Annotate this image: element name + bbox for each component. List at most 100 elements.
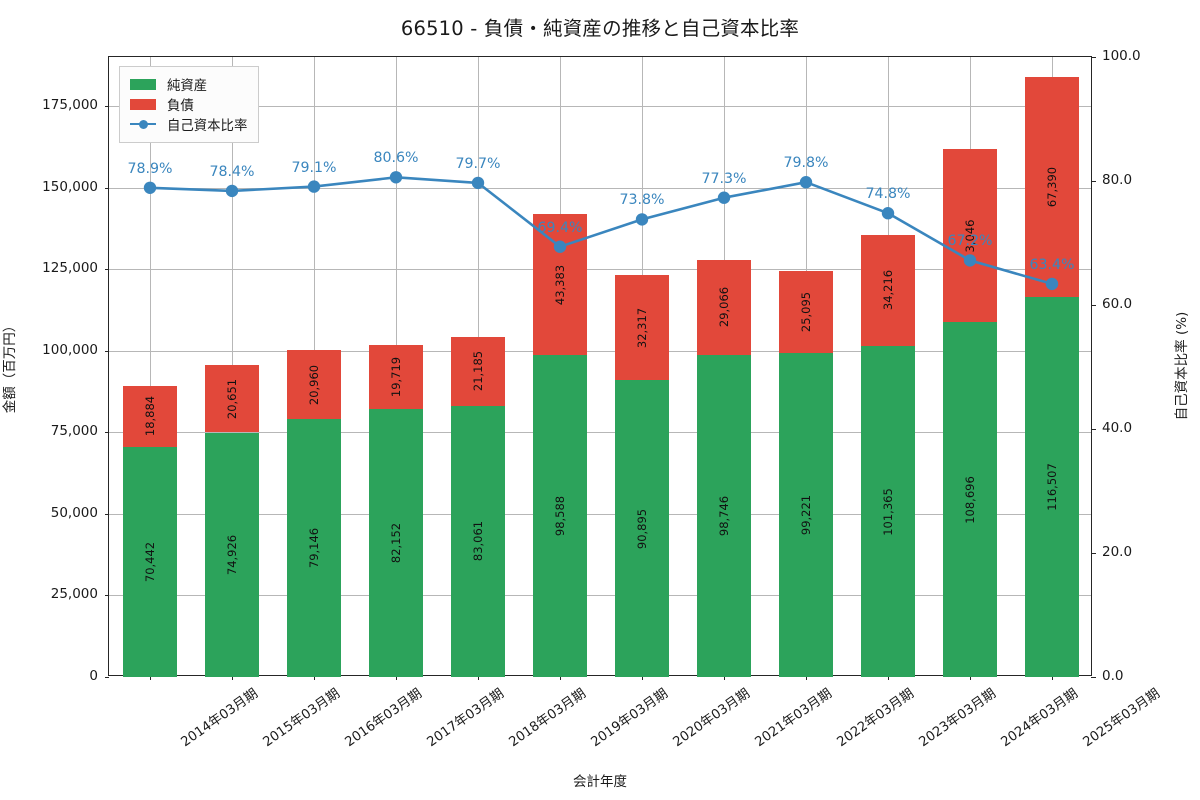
y-axis-left-tick-mark (104, 513, 109, 515)
bar-segment-liabilities[interactable] (122, 385, 178, 448)
x-axis-tick-mark (642, 675, 643, 680)
y-axis-right-tick-mark (1091, 553, 1096, 554)
x-axis-category-label: 2019年03月期 (588, 686, 671, 751)
legend-item-liabilities: 負債 (130, 94, 247, 114)
y-axis-left-tick-mark (104, 350, 109, 352)
bar-segment-equity[interactable] (450, 405, 506, 677)
gridline (109, 187, 1091, 189)
ratio-point-label: 77.3% (701, 170, 747, 187)
bar-segment-equity[interactable] (122, 447, 178, 677)
bar-segment-liabilities[interactable] (1024, 76, 1080, 297)
y-axis-left-tick-mark (104, 187, 109, 189)
gridline (109, 105, 1091, 107)
legend-swatch-equity (130, 78, 156, 90)
y-axis-right-tick-label: 100.0 (1102, 48, 1141, 64)
bar-segment-liabilities[interactable] (450, 336, 506, 406)
bar-segment-liabilities[interactable] (204, 365, 260, 433)
bar-segment-liabilities[interactable] (860, 234, 916, 347)
ratio-data-point[interactable] (635, 213, 649, 226)
bar-segment-liabilities[interactable] (286, 350, 342, 419)
x-axis-category-label: 2016年03月期 (342, 686, 425, 751)
x-axis-category-label: 2021年03月期 (752, 686, 835, 751)
ratio-data-point[interactable] (471, 176, 485, 190)
y-axis-left-tick-mark (104, 269, 109, 271)
ratio-data-point[interactable] (1045, 277, 1059, 291)
y-axis-right-tick-mark (1091, 305, 1096, 306)
y-axis-left-label: 金額（百万円） (2, 318, 18, 414)
x-axis-tick-mark (1052, 675, 1053, 680)
y-axis-left-tick-label: 175,000 (42, 96, 98, 113)
ratio-point-label: 74.8% (865, 186, 911, 203)
x-axis-category-label: 2024年03月期 (998, 686, 1081, 751)
bar-segment-equity[interactable] (696, 354, 752, 677)
legend-label-equity: 純資産 (167, 79, 208, 94)
ratio-point-label: 79.7% (455, 155, 501, 172)
bar-segment-liabilities[interactable] (778, 271, 834, 354)
bar-segment-equity[interactable] (532, 355, 588, 677)
ratio-data-point[interactable] (225, 184, 239, 198)
x-axis-category-label: 2018年03月期 (506, 686, 589, 751)
ratio-point-label: 79.8% (783, 155, 829, 172)
y-axis-left-tick-label: 50,000 (50, 504, 98, 521)
bar-segment-liabilities[interactable] (696, 259, 752, 355)
ratio-point-label: 79.1% (291, 159, 337, 176)
ratio-data-point[interactable] (881, 207, 895, 220)
y-axis-left-tick-mark (104, 105, 109, 107)
y-axis-left-tick-label: 125,000 (42, 260, 98, 277)
bar-segment-equity[interactable] (778, 353, 834, 677)
y-axis-right-tick-mark (1091, 429, 1096, 430)
gridline (109, 269, 1091, 271)
ratio-data-point[interactable] (963, 254, 977, 267)
x-axis-tick-mark (150, 675, 151, 680)
bar-segment-liabilities[interactable] (614, 274, 670, 381)
bar-segment-equity[interactable] (614, 380, 670, 677)
bar-segment-liabilities[interactable] (942, 149, 998, 323)
gridline (109, 432, 1091, 434)
y-axis-right-label: 自己資本比率 (%) (1174, 311, 1190, 421)
plot-area: 70,442 18,884 74,926 20,651 79,146 20,960 82,1… (104, 56, 1096, 680)
y-axis-left-tick-label: 75,000 (50, 423, 98, 440)
bar-segment-equity[interactable] (286, 418, 342, 677)
y-axis-right-tick-label: 60.0 (1102, 296, 1133, 312)
y-axis-left-tick-label: 150,000 (42, 178, 98, 195)
y-axis-left-tick-mark (104, 432, 109, 434)
x-axis-tick-mark (314, 675, 315, 680)
ratio-point-label: 69.4% (537, 219, 583, 236)
bar-segment-equity[interactable] (942, 322, 998, 677)
ratio-data-point[interactable] (717, 191, 731, 204)
y-axis-right-tick-label: 40.0 (1102, 420, 1133, 436)
bar-segment-equity[interactable] (860, 346, 916, 677)
gridline (109, 513, 1091, 515)
ratio-point-label: 80.6% (373, 150, 419, 167)
x-axis-category-label: 2020年03月期 (670, 686, 753, 751)
ratio-data-point[interactable] (307, 180, 321, 193)
y-axis-right-tick-mark (1091, 57, 1096, 58)
bar-segment-liabilities[interactable] (532, 213, 588, 356)
page-title: 66510 - 負債・純資産の推移と自己資本比率 (400, 17, 800, 40)
x-axis-tick-mark (806, 675, 807, 680)
ratio-point-label: 78.4% (209, 163, 255, 180)
legend-label-equity-ratio: 自己資本比率 (167, 119, 248, 134)
bar-segment-equity[interactable] (204, 432, 260, 677)
ratio-point-label: 78.9% (127, 160, 173, 177)
bar-segment-liabilities[interactable] (368, 344, 424, 409)
ratio-data-point[interactable] (799, 176, 813, 189)
y-axis-left-tick-mark (104, 595, 109, 597)
y-axis-right-tick-label: 20.0 (1102, 544, 1133, 560)
bar-segment-equity[interactable] (368, 408, 424, 677)
gridline (109, 595, 1091, 597)
y-axis-right-tick-label: 0.0 (1102, 668, 1124, 684)
y-axis-left-tick-label: 0 (89, 668, 98, 684)
legend-item-equity: 純資産 (130, 74, 247, 94)
bar-segment-equity[interactable] (1024, 296, 1080, 677)
x-axis-category-label: 2017年03月期 (424, 686, 507, 751)
y-axis-left-tick-mark (104, 677, 109, 678)
y-axis-right-tick-mark (1091, 677, 1096, 678)
legend-label-liabilities: 負債 (167, 99, 194, 114)
x-axis-tick-mark (888, 675, 889, 680)
ratio-data-point[interactable] (143, 181, 157, 194)
x-axis-category-label: 2014年03月期 (178, 686, 261, 751)
ratio-data-point[interactable] (553, 240, 567, 253)
ratio-data-point[interactable] (389, 171, 403, 184)
